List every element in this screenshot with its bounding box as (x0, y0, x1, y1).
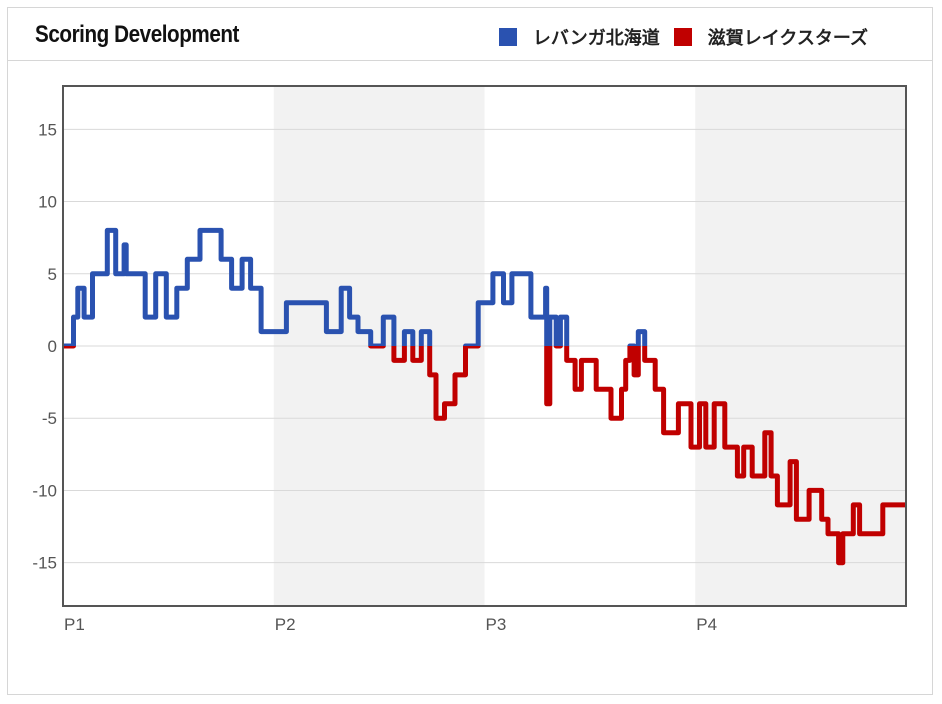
legend-item-away[interactable]: 滋賀レイクスターズ (673, 24, 868, 50)
legend-label-away: 滋賀レイクスターズ (707, 28, 868, 48)
legend-swatch-home (498, 28, 517, 46)
y-tick-label: -5 (42, 409, 57, 428)
x-tick-label-p2: P2 (275, 615, 296, 634)
legend: レバンガ北海道 滋賀レイクスターズ (485, 24, 868, 50)
y-tick-label: 15 (38, 120, 57, 139)
y-tick-label: -10 (32, 481, 57, 500)
series-line-home (63, 227, 648, 346)
legend-label-home: レバンガ北海道 (532, 28, 660, 48)
x-tick-label-p1: P1 (64, 615, 85, 634)
y-tick-label: 5 (48, 265, 57, 284)
series-line-away (63, 346, 906, 566)
legend-item-home[interactable]: レバンガ北海道 (498, 24, 660, 50)
x-tick-label-p3: P3 (486, 615, 507, 634)
x-tick-label-p4: P4 (696, 615, 717, 634)
card-header: Scoring Development レバンガ北海道 滋賀レイクスターズ (8, 8, 932, 61)
y-tick-label: 10 (38, 193, 57, 212)
y-tick-label: 0 (48, 337, 57, 356)
plot-frame (62, 85, 907, 607)
y-tick-label: -15 (32, 554, 57, 573)
legend-swatch-away (673, 28, 692, 46)
chart-title: Scoring Development (35, 21, 240, 48)
